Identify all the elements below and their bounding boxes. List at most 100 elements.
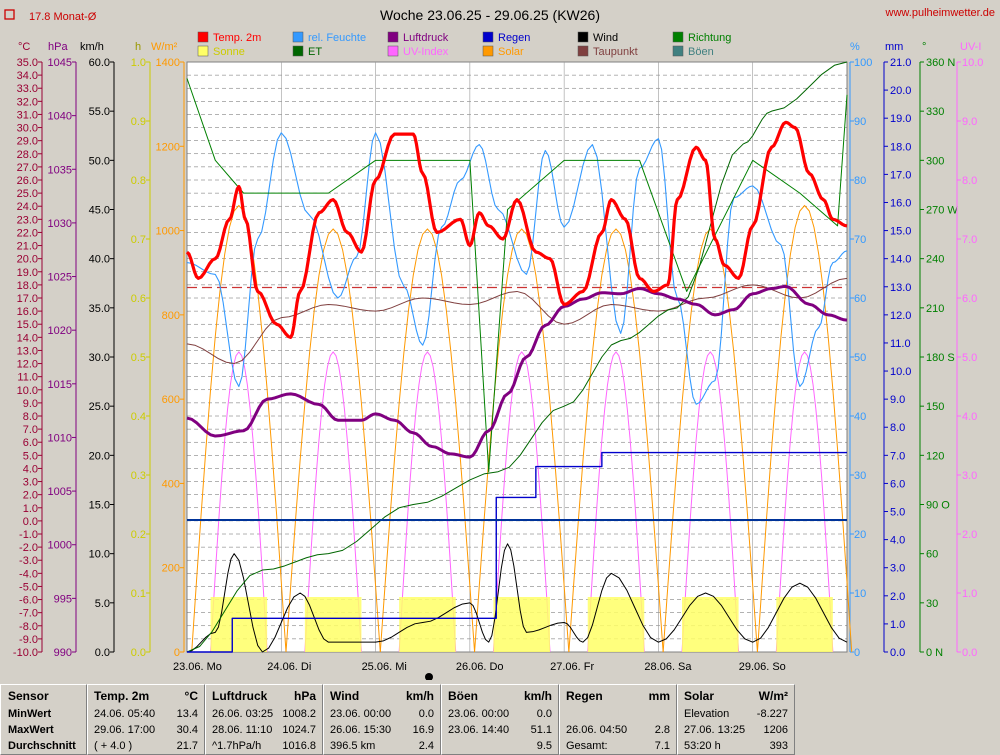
axis-tick-label: 600 (162, 394, 180, 406)
axis-tick-label: 0.3 (131, 470, 146, 482)
axis-tick-label: 8.0 (962, 175, 977, 187)
stats-panel-pressure: Luftdruck hPa 26.06. 03:25 1008.2 28.06. 11:… (205, 684, 323, 755)
axis-tick-label: 26.0 (17, 175, 38, 187)
time-marker-icon[interactable] (425, 673, 433, 680)
series-sun-bar (493, 597, 550, 652)
axis-tick-label: 0 N (926, 647, 943, 659)
axis-tick-label: 0.0 (131, 647, 146, 659)
legend-swatch (292, 45, 304, 57)
axis-tick-label: 1005 (48, 486, 72, 498)
axis-tick-label: 6.0 (890, 478, 905, 490)
x-axis-label: 27.06. Fr (550, 661, 594, 673)
stats-panel-rain: Regen mm 26.06. 04:50 2.8 Gesamt: 7.1 (559, 684, 677, 755)
legend-swatch (577, 45, 589, 57)
axis-tick-label: 20.0 (17, 254, 38, 266)
series-uv (492, 351, 551, 653)
axis-tick-label: 90 (854, 116, 866, 128)
axis-tick-label: 10.0 (890, 366, 911, 378)
axis-tick-label: 4.0 (890, 535, 905, 547)
series-solar (285, 228, 381, 653)
stats-cell-value: -8.227 (756, 708, 788, 720)
statistics-table: Sensor MinWert MaxWert Durchschnitt Temp… (0, 684, 1000, 755)
stats-cell-label: 28.06. 11:10 (212, 724, 273, 736)
axis-tick-label: 18.0 (17, 280, 38, 292)
axis-tick-label: 4.0 (962, 411, 977, 423)
unit-label-wind: km/h (80, 41, 104, 53)
axis-tick-label: 40.0 (89, 254, 110, 266)
monthly-avg-label: 17.8 Monat-Ø (29, 11, 97, 23)
x-axis-labels: 23.06. Mo 24.06. Di 25.06. Mi 26.06. Do 27.0… (173, 661, 786, 673)
legend-label: Solar (498, 46, 524, 58)
axis-tick-label: 5.0 (890, 507, 905, 519)
legend-swatch (197, 45, 209, 57)
axis-tick-label: -1.0 (19, 529, 38, 541)
stats-cell-value: 30.4 (176, 724, 198, 736)
axis-tick-label: 1035 (48, 164, 72, 176)
legend-label: Sonne (213, 46, 245, 58)
axis-tick-label: 3.0 (890, 563, 905, 575)
axis-tick-label: 16.0 (890, 197, 911, 209)
stats-row-label: MaxWert (8, 724, 54, 736)
axis-tick-label: 19.0 (17, 267, 38, 279)
series-sun-bar (210, 597, 268, 652)
stats-cell-value: 1016.8 (282, 740, 316, 752)
axis-tick-label: 2.0 (23, 490, 38, 502)
stats-cell-label: 53:20 h (684, 740, 721, 752)
axis-tick-label: 4.0 (23, 463, 38, 475)
axis-tick-label: 23.0 (17, 214, 38, 226)
axis-tick-label: 9.0 (962, 116, 977, 128)
axis-tick-label: 20.0 (89, 450, 110, 462)
axis-tick-label: -10.0 (13, 647, 38, 659)
axis-tick-label: 0.9 (131, 116, 146, 128)
stats-cell-label: 23.06. 14:40 (448, 724, 510, 736)
stats-cell-label: ^1.7hPa/h (212, 740, 262, 752)
axis-tick-label: 14.0 (17, 332, 38, 344)
axis-tick-label: 300 (926, 155, 944, 167)
x-axis-label: 25.06. Mi (362, 661, 407, 673)
axis-tick-label: 20.0 (890, 85, 911, 97)
axis-tick-label: 0.4 (131, 411, 146, 423)
axis-tick-label: 11.0 (17, 372, 38, 384)
stats-cell-value: 2.4 (418, 740, 434, 752)
axis-tick-label: 1200 (156, 141, 180, 153)
stats-cell-label: ( + 4.0 ) (94, 740, 133, 752)
axis-tick-label: 80 (854, 175, 866, 187)
axis-tick-label: 1030 (48, 218, 72, 230)
axis-tick-label: 5.0 (23, 450, 38, 462)
stats-cell-value: 393 (769, 740, 788, 752)
series-uv (398, 351, 457, 653)
axis-tick-label: 25.0 (17, 188, 38, 200)
series-sun-bar (399, 597, 456, 652)
axis-tick-label: 9.0 (890, 394, 905, 406)
axis-tick-label: 55.0 (89, 106, 110, 118)
stats-panel-wind: Wind km/h 23.06. 00:00 0.0 26.06. 15:30 16.9 3… (323, 684, 441, 755)
axis-tick-label: 10.0 (89, 549, 110, 561)
axis-tick-label: 35.0 (17, 57, 38, 69)
axis-tick-label: 150 (926, 401, 944, 413)
axis-tick-label: 11.0 (890, 338, 911, 350)
axis-tick-label: 6.0 (962, 293, 977, 305)
axis-tick-label: 7.0 (23, 424, 38, 436)
stats-cell-label: Elevation (684, 708, 730, 720)
legend-swatch (577, 31, 589, 43)
axis-tick-label: 12.0 (17, 359, 38, 371)
axis-ticks: 35.034.033.032.031.030.029.028.027.026.0… (13, 57, 984, 659)
stats-unit: W/m² (758, 689, 788, 703)
stats-cell-label: 396.5 km (330, 740, 376, 752)
stats-cell-value: 2.8 (654, 724, 670, 736)
axis-tick-label: 8.0 (890, 422, 905, 434)
axis-tick-label: 2.0 (890, 591, 905, 603)
axis-tick-label: 24.0 (17, 201, 38, 213)
unit-label-temp: °C (18, 41, 30, 53)
website-link[interactable]: www.pulheimwetter.de (885, 7, 995, 19)
legend-swatch (672, 31, 684, 43)
legend-swatch (482, 45, 494, 57)
axis-tick-label: 15.0 (17, 319, 38, 331)
stats-cell-label: 23.06. 00:00 (448, 708, 510, 720)
axis-tick-label: 120 (926, 450, 944, 462)
axis-tick-label: 1.0 (131, 57, 146, 69)
axis-tick-label: 400 (162, 478, 180, 490)
axis-tick-label: 0.2 (131, 529, 146, 541)
legend-label: ET (308, 46, 322, 58)
axis-tick-label: 1020 (48, 325, 72, 337)
